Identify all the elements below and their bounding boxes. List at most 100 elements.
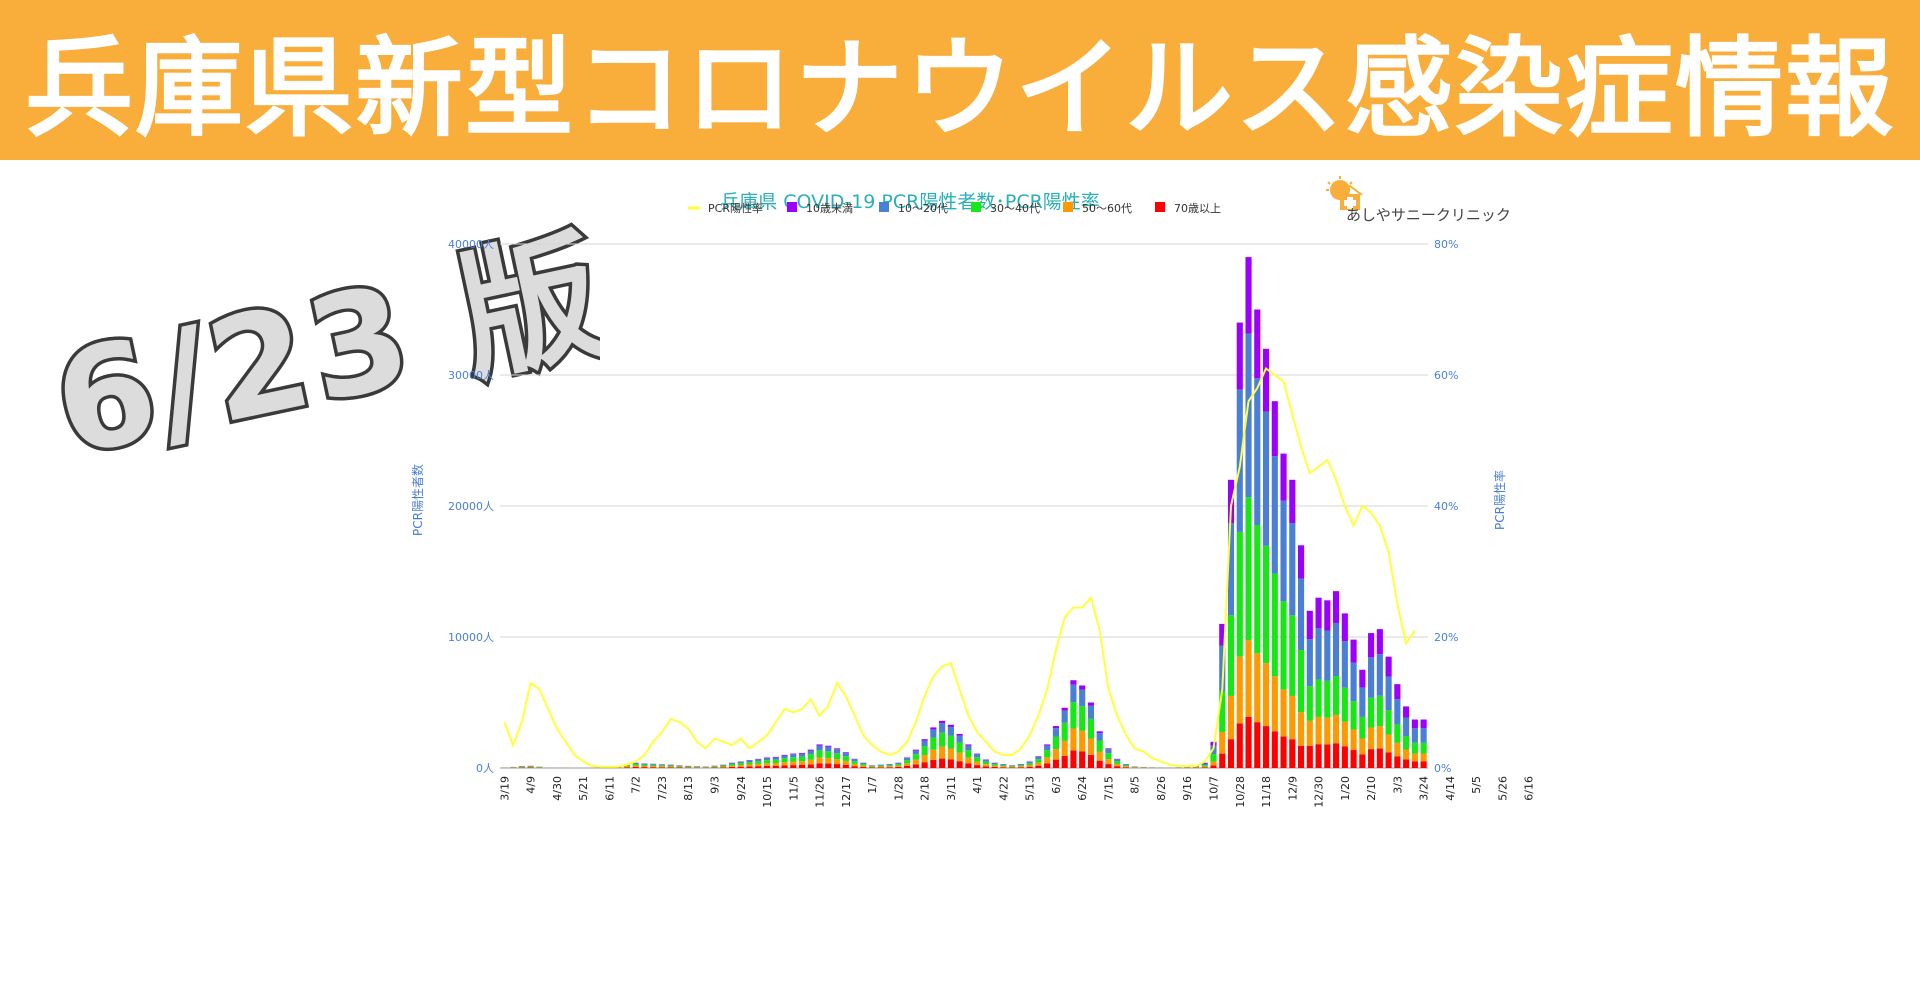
x-tick-label: 5/21 (577, 776, 590, 801)
bar-segment (904, 765, 911, 768)
bar-segment (930, 749, 937, 760)
bar-segment (1376, 654, 1383, 696)
bar-segment (1376, 695, 1383, 727)
bar-segment (921, 762, 928, 768)
x-tick-label: 3/3 (1391, 776, 1404, 794)
bar-segment (1368, 697, 1375, 728)
bar-segment (1411, 742, 1418, 754)
bar-segment (781, 765, 788, 768)
bar-segment (650, 767, 657, 768)
positivity-line (503, 366, 1416, 768)
legend-label: 30〜40代 (990, 202, 1040, 215)
bar-segment (1236, 656, 1243, 724)
bar-segment (1385, 656, 1392, 677)
bar-segment (1105, 764, 1112, 768)
x-tick-label: 6/16 (1523, 776, 1536, 801)
bar-segment (1359, 754, 1366, 768)
bar-segment (1262, 348, 1270, 412)
bar-segment (886, 764, 893, 766)
bar-segment (956, 733, 963, 736)
bar-segment (860, 766, 867, 768)
bar-segment (1420, 719, 1427, 729)
bar-segment (746, 762, 753, 765)
bar-segment (939, 723, 946, 733)
bar-segment (650, 766, 657, 768)
x-tick-label: 5/5 (1470, 776, 1483, 794)
bar-segment (763, 765, 771, 768)
bar-segment (877, 767, 884, 768)
bar-segment (1017, 766, 1024, 768)
bar-segment (1087, 705, 1095, 719)
bar-segment (869, 766, 876, 768)
bar-segment (763, 758, 771, 761)
bar-segment (1070, 750, 1077, 768)
bars-layer (501, 257, 1427, 768)
bar-segment (965, 757, 972, 764)
x-tick-label: 11/18 (1260, 776, 1273, 808)
bar-segment (781, 755, 788, 759)
bar-segment (947, 726, 954, 736)
x-tick-label: 8/13 (682, 776, 695, 801)
x-tick-label: 3/11 (945, 776, 958, 801)
bar-segment (965, 763, 972, 768)
x-tick-label: 4/22 (997, 776, 1010, 801)
bar-segment (1420, 761, 1427, 768)
bar-segment (842, 756, 849, 761)
bar-segment (1000, 765, 1007, 767)
x-tick-label: 4/1 (971, 776, 984, 794)
bar-segment (956, 735, 963, 743)
x-tick-label: 1/20 (1339, 776, 1352, 801)
bar-segment (1079, 751, 1086, 768)
y2-tick-label: 40% (1434, 500, 1458, 513)
bar-segment (921, 739, 928, 741)
bar-segment (895, 765, 902, 767)
x-tick-label: 7/23 (656, 776, 669, 801)
x-tick-label: 4/14 (1444, 776, 1457, 801)
legend-label: 50〜60代 (1082, 202, 1132, 215)
bar-segment (1368, 727, 1375, 750)
bar-segment (763, 763, 771, 766)
bar-segment (1262, 663, 1270, 727)
bar-segment (1289, 479, 1296, 524)
x-tick-label: 7/2 (630, 776, 643, 794)
bar-segment (798, 761, 806, 765)
bar-segment (816, 757, 823, 764)
bar-segment (851, 763, 858, 767)
bar-segment (1026, 761, 1033, 764)
bar-segment (974, 757, 981, 762)
bar-segment (728, 763, 736, 765)
bar-segment (1394, 684, 1401, 700)
bar-segment (720, 765, 727, 767)
bar-segment (974, 761, 981, 766)
bar-segment (1236, 531, 1243, 657)
bar-segment (632, 765, 639, 767)
bar-segment (939, 720, 946, 724)
legend-label: PCR陽性率 (708, 201, 763, 215)
bar-segment (807, 754, 814, 760)
bar-segment (904, 757, 911, 759)
bar-segment (991, 764, 998, 766)
bar-segment (798, 752, 806, 754)
bar-segment (1403, 717, 1410, 736)
bar-segment (1350, 750, 1357, 768)
bar-segment (737, 763, 744, 766)
bar-segment (1306, 745, 1313, 768)
bar-segment (1403, 759, 1410, 768)
bar-segment (1271, 401, 1278, 457)
bar-segment (1245, 257, 1252, 334)
bar-segment (1105, 749, 1112, 754)
bar-segment (527, 766, 534, 768)
bar-segment (1297, 745, 1305, 768)
bar-segment (676, 766, 683, 768)
bar-segment (1210, 754, 1217, 762)
bar-segment (1052, 736, 1059, 750)
positivity-chart: 0人 10000人 20000人 30000人 40000人 0% 20% 40% 60% 80… (410, 191, 1536, 808)
legend-swatch (1063, 202, 1073, 212)
bar-segment (1044, 763, 1051, 768)
bar-segment (833, 759, 841, 765)
bar-segment (1280, 601, 1287, 690)
bar-segment (1210, 761, 1217, 766)
bar-segment (877, 764, 884, 766)
legend-swatch (1155, 202, 1165, 212)
x-tick-label: 6/3 (1050, 776, 1063, 794)
